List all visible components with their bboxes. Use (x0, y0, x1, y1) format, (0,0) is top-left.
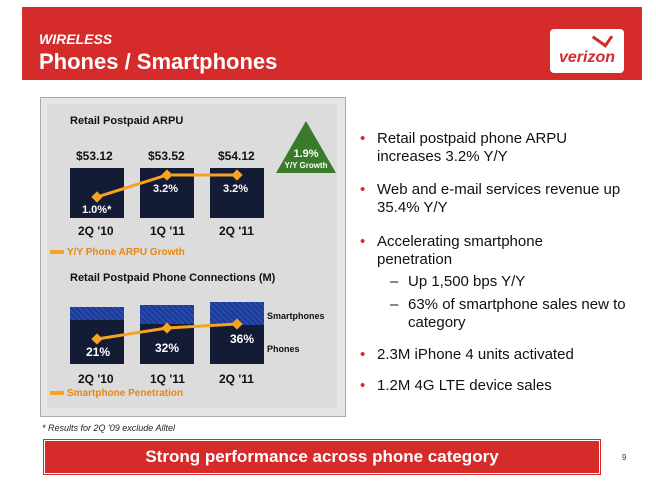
arpu-x-tick: 2Q '11 (219, 224, 254, 238)
connections-x-tick: 2Q '11 (219, 372, 254, 386)
smartphones-label: Smartphones (267, 311, 325, 321)
connections-x-tick: 2Q '10 (78, 372, 114, 386)
arpu-value-label: $53.12 (76, 149, 113, 163)
growth-label: Y/Y Growth (284, 161, 328, 170)
penetration-label: 36% (230, 332, 255, 346)
slide-title: Phones / Smartphones (39, 49, 278, 74)
penetration-point (91, 333, 103, 345)
smartphones-segment (140, 305, 194, 324)
sub-bullet-text: 63% of smartphone sales new to category (408, 296, 626, 331)
logo-wordmark: verizon (558, 49, 615, 66)
arpu-growth-label: 3.2% (153, 183, 179, 195)
arpu-growth-label: 1.0%* (82, 204, 112, 216)
phones-label: Phones (267, 344, 300, 354)
bullet-dot-icon: • (360, 377, 366, 394)
sub-bullet-text: Up 1,500 bps Y/Y (408, 273, 526, 290)
bullet-text: 2.3M iPhone 4 units activated (377, 346, 574, 363)
connections-chart-title: Retail Postpaid Phone Connections (M) (70, 272, 276, 284)
penetration-label: 21% (86, 345, 111, 359)
arpu-x-tick: 1Q '11 (150, 224, 185, 238)
connections-legend: Smartphone Penetration (50, 388, 183, 399)
penetration-label: 32% (155, 341, 180, 355)
bullet-dot-icon: • (360, 181, 366, 198)
section-label: WIRELESS (39, 31, 113, 47)
arpu-value-label: $54.12 (218, 149, 255, 163)
arpu-x-tick: 2Q '10 (78, 224, 114, 238)
arpu-growth-point (161, 169, 173, 181)
growth-triangle (276, 121, 336, 173)
bullet-text: Web and e-mail services revenue up 35.4%… (377, 181, 621, 216)
page-number: 9 (622, 453, 627, 462)
bullet-dot-icon: • (360, 346, 366, 363)
takeaway-banner: Strong performance across phone category (44, 440, 600, 474)
smartphones-segment (210, 302, 264, 325)
banner-text: Strong performance across phone category (145, 447, 499, 466)
dash-icon: – (390, 296, 399, 313)
arpu-growth-point (91, 191, 103, 203)
penetration-point (161, 322, 173, 334)
arpu-growth-point (231, 169, 243, 181)
bullet-text: Retail postpaid phone ARPU increases 3.2… (377, 130, 568, 165)
orange-line-icon (50, 250, 64, 255)
growth-value: 1.9% (293, 148, 319, 160)
footnote: * Results for 2Q '09 exclude Alltel (42, 423, 175, 433)
bullet-text: Accelerating smartphone penetration (377, 233, 543, 268)
arpu-growth-label: 3.2% (223, 183, 249, 195)
verizon-logo: verizon (550, 27, 624, 73)
arpu-value-label: $53.52 (148, 149, 185, 163)
arpu-chart-title: Retail Postpaid ARPU (70, 115, 184, 127)
bullet-dot-icon: • (360, 130, 366, 147)
smartphones-segment (70, 307, 124, 320)
title-bar: WIRELESS Phones / Smartphones verizon (22, 7, 642, 80)
connections-x-tick: 1Q '11 (150, 372, 185, 386)
arpu-legend: Y/Y Phone ARPU Growth (50, 247, 185, 258)
bullet-text: 1.2M 4G LTE device sales (377, 377, 552, 394)
phones-segment (210, 325, 264, 364)
penetration-point (231, 318, 243, 330)
bullet-dot-icon: • (360, 233, 366, 250)
dash-icon: – (390, 273, 399, 290)
orange-line-icon (50, 391, 64, 396)
